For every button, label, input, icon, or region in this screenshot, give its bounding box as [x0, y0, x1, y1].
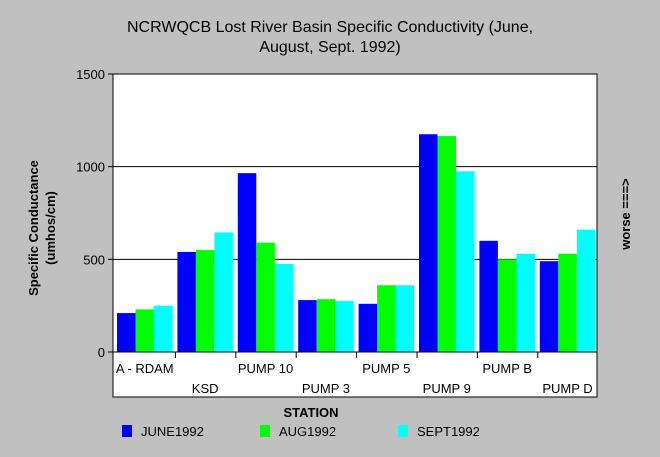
x-axis-label: STATION [283, 405, 338, 420]
x-tick-label: PUMP 9 [423, 381, 471, 396]
x-tick-label: PUMP B [482, 361, 532, 376]
bar [214, 232, 233, 352]
bar [539, 261, 559, 352]
bar [358, 303, 378, 352]
bars [117, 134, 596, 352]
y-tick-label: 1500 [76, 67, 105, 82]
bar [237, 173, 257, 352]
bar [516, 253, 535, 352]
bar [558, 253, 577, 352]
bar [274, 263, 294, 352]
legend-label: JUNE1992 [141, 424, 204, 439]
x-tick-label: KSD [192, 381, 219, 396]
legend-label: SEPT1992 [417, 424, 480, 439]
bar [456, 171, 475, 352]
y-tick-label: 0 [98, 345, 105, 360]
y-tick-labels: 0 500 1000 1500 [76, 67, 113, 360]
bar [154, 305, 173, 352]
bar [576, 229, 596, 352]
bar [316, 299, 336, 352]
chart-title-line-2: August, Sept. 1992) [259, 39, 400, 56]
x-tick-label: PUMP 3 [302, 381, 350, 396]
x-tick-label: PUMP 5 [362, 361, 410, 376]
bar [177, 251, 196, 352]
bar [256, 242, 275, 352]
x-tick-label: A - RDAM [116, 361, 174, 376]
x-tick-label: PUMP D [542, 381, 592, 396]
legend-swatch [260, 425, 270, 437]
bar [335, 301, 354, 352]
y-axis-label-line-1: Specific Conductance [26, 160, 41, 296]
right-side-label: worse ===> [618, 178, 633, 251]
bar [135, 309, 154, 352]
bar [117, 313, 136, 352]
bar [419, 134, 438, 352]
bar [377, 285, 396, 352]
bar [479, 240, 498, 352]
legend: JUNE1992 AUG1992 SEPT1992 [122, 424, 480, 439]
y-axis-label-line-2: (umhos/cm) [43, 191, 58, 265]
legend-label: AUG1992 [279, 424, 336, 439]
x-tick-label: PUMP 10 [238, 361, 293, 376]
x-tick-labels: A - RDAM KSD PUMP 10 PUMP 3 PUMP 5 PUMP 9 PUMP… [116, 352, 593, 396]
bar [497, 259, 517, 352]
legend-swatch [122, 425, 132, 437]
legend-swatch [398, 425, 408, 437]
bar [195, 250, 215, 352]
y-tick-label: 1000 [76, 160, 105, 175]
bar [395, 285, 415, 352]
bar [298, 300, 317, 352]
chart-title-line-1: NCRWQCB Lost River Basin Specific Conduc… [127, 19, 533, 36]
y-tick-label: 500 [83, 252, 105, 267]
bar [437, 136, 456, 352]
